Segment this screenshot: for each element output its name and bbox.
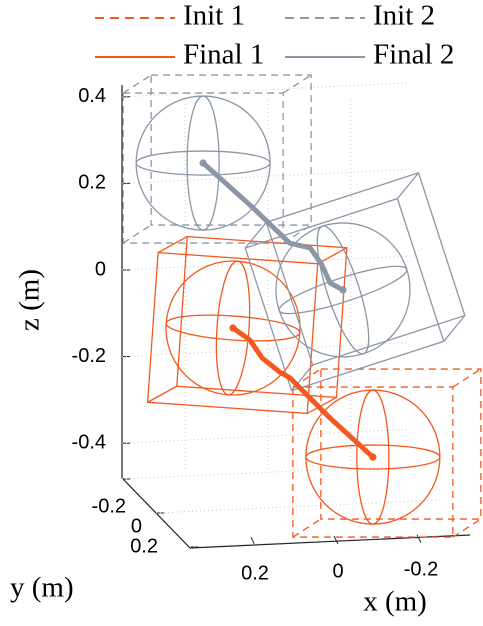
x-tick-label: 0.2 [241, 562, 269, 584]
grid-line [121, 255, 411, 271]
box-edge [244, 221, 267, 249]
z-tick-label: 0.2 [78, 172, 106, 194]
sphere-meridian [186, 95, 220, 231]
x-tick-mark [333, 535, 339, 545]
axes-frame [121, 85, 471, 549]
trajectory [200, 160, 346, 293]
legend-label: Init 2 [373, 0, 435, 32]
z-tick-label: 0.4 [78, 85, 106, 107]
grid-line [121, 82, 411, 98]
box-front [244, 197, 445, 392]
grid-line [189, 533, 475, 548]
x-axis-label: x (m) [363, 586, 427, 618]
z-tick-label: 0 [95, 258, 106, 280]
z-tick-label: -0.2 [72, 345, 106, 367]
box-edge [282, 74, 312, 94]
box-back [176, 235, 348, 399]
box-back [265, 172, 466, 366]
box-edge [443, 315, 466, 342]
y-axis-label: y (m) [10, 572, 74, 604]
sphere [275, 222, 411, 358]
sphere-meridian [316, 225, 370, 355]
box-back [320, 368, 482, 520]
box-front [122, 92, 284, 244]
box-edge [396, 172, 420, 200]
box-front [292, 386, 454, 538]
sphere-equator [305, 444, 441, 470]
box-edge [317, 247, 348, 265]
box-edge [157, 236, 188, 254]
legend-label: Init 1 [183, 0, 245, 32]
box-edge [452, 518, 482, 538]
grid-line [121, 465, 407, 480]
box-edge [147, 385, 178, 403]
legend-label: Final 2 [373, 39, 454, 71]
legend-label: Final 1 [183, 39, 264, 71]
z-axis-label: z (m) [14, 269, 46, 331]
sphere-equator [135, 150, 271, 176]
pose-body [244, 172, 466, 392]
y-tick-label: 0.2 [130, 535, 158, 557]
box-edge [306, 396, 337, 414]
box-edge [122, 224, 152, 244]
sphere-meridian [215, 260, 251, 396]
x-tick-label: 0 [332, 560, 343, 582]
sphere-equator [278, 265, 408, 315]
z-tick-label: -0.4 [72, 431, 106, 453]
box-back [150, 74, 312, 226]
grid-line [121, 428, 411, 444]
y-tick-label: 0 [131, 515, 142, 537]
trajectory [230, 325, 376, 460]
grid-line [121, 342, 411, 358]
pose-body [122, 74, 312, 244]
pose-body [146, 235, 348, 415]
x-tick-mark [416, 534, 422, 544]
sphere-meridian [356, 389, 390, 525]
box-edge [122, 74, 152, 94]
box-front [146, 251, 319, 415]
pose-body [292, 368, 482, 538]
grid-line [155, 499, 441, 514]
box-edge [452, 368, 482, 388]
x-tick-label: -0.2 [404, 558, 438, 580]
sphere-equator [165, 314, 301, 342]
box-edge [292, 518, 322, 538]
grid-line [121, 168, 411, 184]
y-tick-label: -0.2 [92, 495, 126, 517]
